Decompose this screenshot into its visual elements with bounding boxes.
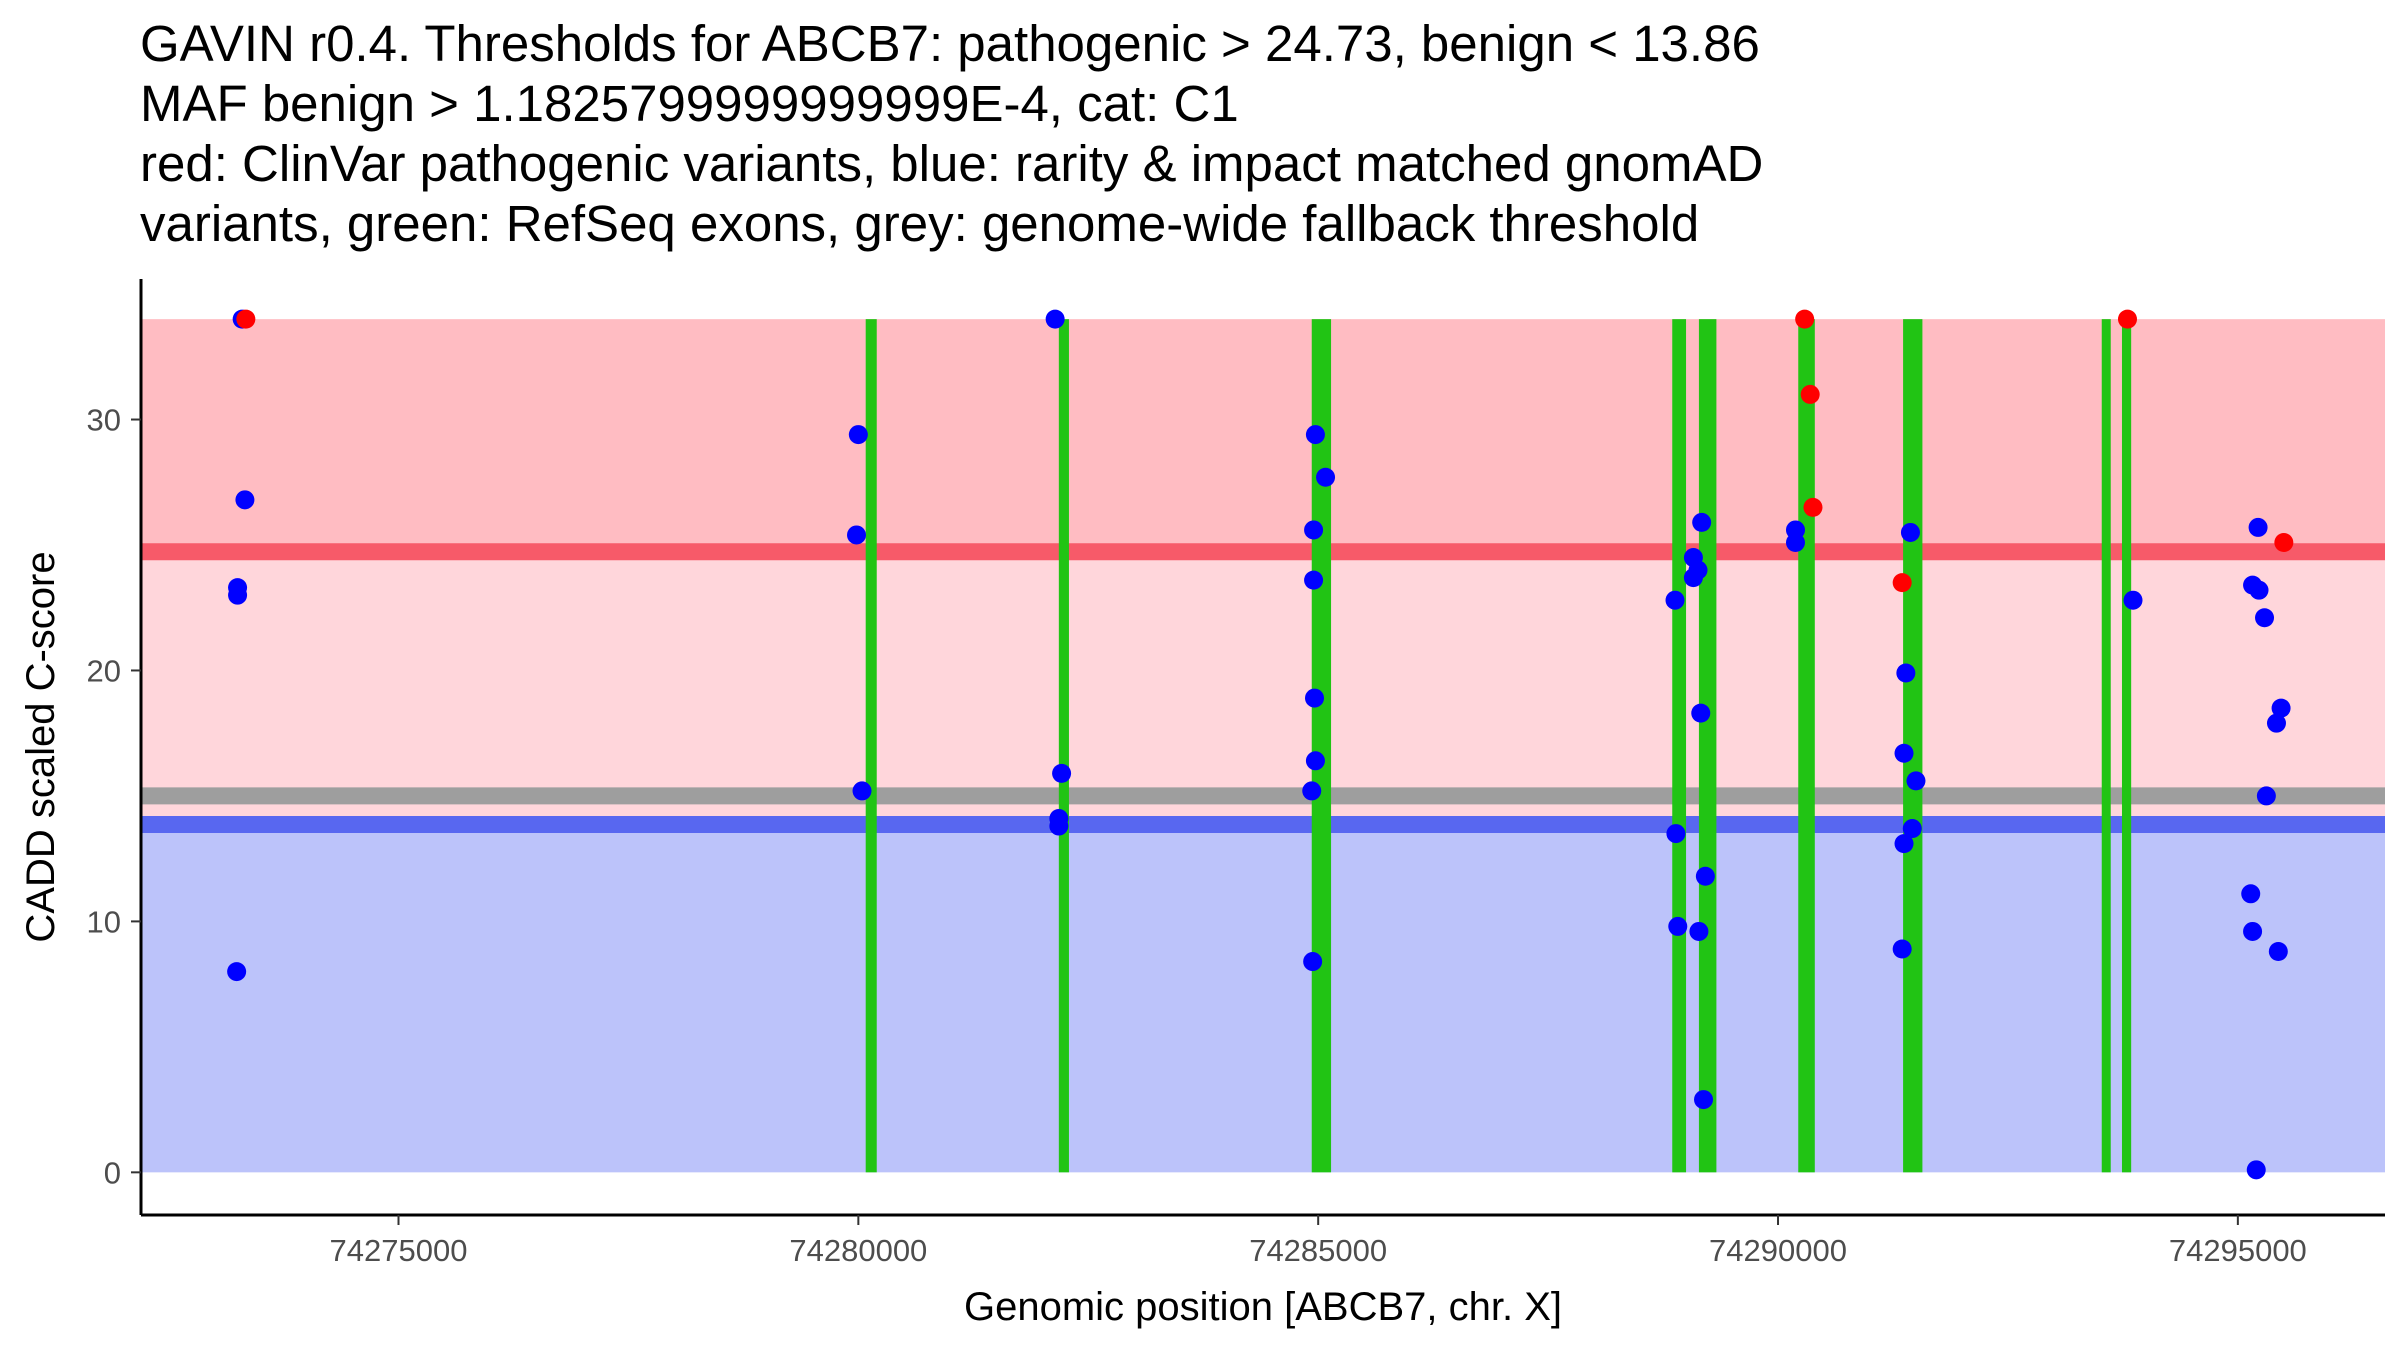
pathogenic-zone [141,319,2385,552]
gnomad-variant-point-12 [1049,816,1069,836]
gnomad-variant-point-10 [1052,763,1072,783]
axes: 74275000 74280000 74285000 74290000 74295000… [87,279,2385,1268]
title-line-3: red: ClinVar pathogenic variants, blue: … [140,135,1764,192]
gnomad-variant-point-24 [1683,568,1703,588]
gnomad-variant-point-30 [1689,921,1709,941]
intermediate-zone [141,551,2385,825]
gnomad-variant-point-13 [1305,425,1325,445]
gnomad-variant-point-52 [2246,1160,2266,1180]
gnomad-variant-point-36 [1894,743,1914,763]
benign-zone [141,824,2385,1173]
gnomad-variant-point-15 [1304,520,1324,540]
exon-6 [1798,319,1815,1173]
gnomad-variant-point-48 [2256,786,2276,806]
gnomad-variant-point-9 [1045,309,1065,329]
gnomad-variant-point-18 [1305,751,1325,771]
gnomad-variant-point-7 [847,525,867,545]
clinvar-pathogenic-point-4 [1803,497,1823,517]
clinvar-pathogenic-points [236,309,2294,593]
clinvar-pathogenic-point-5 [1892,573,1912,593]
x-tick-label-5: 74295000 [2169,1233,2307,1268]
exon-3 [1311,319,1332,1173]
gnomad-variant-point-14 [1316,467,1336,487]
x-tick-label-4: 74290000 [1709,1233,1847,1268]
gnomad-variant-point-44 [2249,580,2269,600]
gnomad-variant-point-41 [2123,590,2143,610]
threshold-lines [141,543,2385,834]
x-tick-label-1: 74275000 [330,1233,468,1268]
x-axis-label: Genomic position [ABCB7, chr. X] [964,1285,1562,1329]
gnomad-variant-point-5 [227,962,247,982]
exon-8 [2101,319,2111,1173]
gnomad-variant-points [227,309,2291,1180]
gnomad-variant-point-34 [1900,522,1920,542]
gnomad-variant-point-38 [1902,819,1922,839]
gnomad-variant-point-27 [1666,824,1686,844]
title-line-4: variants, green: RefSeq exons, grey: gen… [140,195,1700,252]
y-tick-label-2: 10 [87,904,121,939]
exon-4 [1672,319,1687,1173]
x-tick-label-3: 74285000 [1249,1233,1387,1268]
y-axis-label: CADD scaled C-score [19,551,63,942]
gnomad-variant-point-42 [2248,517,2268,537]
gnomad-variant-point-26 [1691,703,1711,723]
gnomad-variant-point-28 [1695,866,1715,886]
gnomad-variant-point-21 [1692,512,1712,532]
exon-9 [2121,319,2132,1173]
exon-1 [865,319,877,1173]
gnomad-variant-point-20 [1303,952,1323,972]
gnomad-variant-point-35 [1896,663,1916,683]
threshold-zones [141,319,2385,1173]
gnomad-variant-point-25 [1665,590,1685,610]
gnomad-variant-point-50 [2243,921,2263,941]
gnomad-variant-point-45 [2255,608,2275,628]
exon-5 [1698,319,1717,1173]
gnomad-variant-point-4 [228,585,248,605]
gnomad-variant-point-49 [2241,884,2261,904]
clinvar-pathogenic-point-2 [1795,309,1815,329]
chart-title: GAVIN r0.4. Thresholds for ABCB7: pathog… [140,14,2380,254]
gnomad-variant-point-40 [1892,939,1912,959]
gnomad-variant-point-39 [1894,834,1914,854]
gnomad-variant-point-46 [2271,698,2291,718]
gnomad-variant-point-19 [1302,781,1322,801]
clinvar-pathogenic-point-1 [236,309,256,329]
gnomad-variant-point-37 [1906,771,1926,791]
gnomad-variant-point-6 [848,425,868,445]
gnomad-variant-point-17 [1305,688,1325,708]
x-tick-label-2: 74280000 [789,1233,927,1268]
clinvar-pathogenic-point-3 [1800,384,1820,404]
gnomad-variant-point-51 [2268,942,2288,962]
gnomad-variant-point-16 [1304,570,1324,590]
y-tick-label-1: 0 [104,1155,121,1190]
exon-2 [1058,319,1069,1173]
x-axis-ticks: 74275000 74280000 74285000 74290000 74295000 [330,1215,2307,1268]
gnomad-variant-point-2 [235,490,255,510]
gnomad-variant-point-33 [1785,532,1805,552]
title-line-2: MAF benign > 1.1825799999999999E-4, cat:… [140,75,1239,132]
y-tick-label-3: 20 [87,653,121,688]
gnomad-variant-point-29 [1668,916,1688,936]
gnomad-variant-point-8 [852,781,872,801]
y-tick-label-4: 30 [87,403,121,438]
gnomad-variant-point-47 [2266,713,2286,733]
gnomad-variant-point-31 [1694,1090,1714,1110]
clinvar-pathogenic-point-6 [2117,309,2137,329]
title-line-1: GAVIN r0.4. Thresholds for ABCB7: pathog… [140,15,1760,72]
clinvar-pathogenic-point-7 [2274,532,2294,552]
y-axis-ticks: 0 10 20 30 [87,403,141,1190]
